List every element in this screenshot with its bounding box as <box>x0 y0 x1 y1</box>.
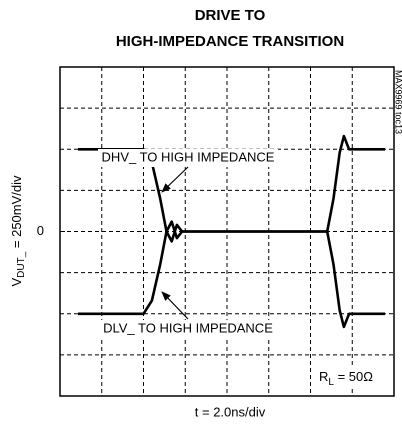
annotation: DHV_ TO HIGH IMPEDANCE <box>102 149 275 164</box>
annotation: DLV_ TO HIGH IMPEDANCE <box>103 320 273 335</box>
load-part: = 50Ω <box>334 369 373 384</box>
chart-title: DRIVE TO <box>195 7 266 24</box>
y-label-sub: DUT_ <box>16 251 27 278</box>
y-label-part: = 250mV/div <box>9 175 24 252</box>
chart-title: HIGH-IMPEDANCE TRANSITION <box>116 33 344 50</box>
arrow <box>161 166 189 193</box>
label-bg <box>312 368 382 388</box>
load-part: R <box>319 369 328 384</box>
side-note: MAX9969 toc13 <box>394 70 402 134</box>
trace <box>78 220 385 329</box>
y-label-part: V <box>9 278 24 287</box>
load-sub: L <box>328 377 334 388</box>
y-tick-label: 0 <box>37 223 44 238</box>
y-axis-label: VDUT_ = 250mV/div <box>9 175 26 287</box>
label-bg <box>98 320 278 338</box>
load-label: RL = 50Ω <box>319 369 373 387</box>
label-bg <box>98 149 278 167</box>
arrow <box>161 291 189 320</box>
x-axis-label: t = 2.0ns/div <box>195 404 266 419</box>
